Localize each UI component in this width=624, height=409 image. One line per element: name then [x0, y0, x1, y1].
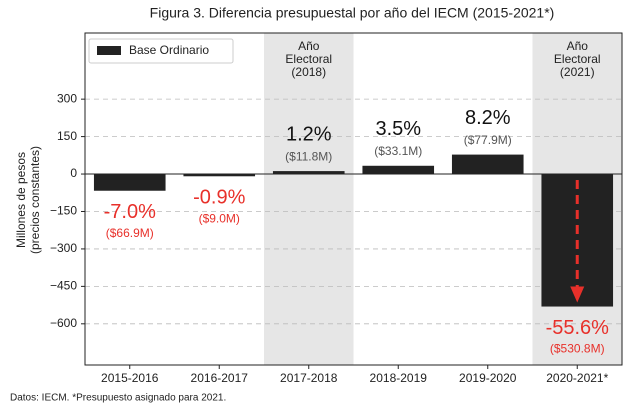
legend-label: Base Ordinario — [129, 43, 209, 57]
percent-label: 3.5% — [375, 118, 421, 140]
percent-label: 8.2% — [465, 107, 511, 129]
arrow-head — [570, 286, 585, 303]
y-tick-label: 0 — [70, 166, 77, 180]
band-label: Electoral — [285, 52, 332, 66]
x-tick-label: 2015-2016 — [101, 371, 159, 385]
bar — [272, 171, 345, 175]
legend-swatch — [97, 46, 121, 55]
shaded-band — [264, 33, 354, 365]
bar — [362, 165, 435, 175]
plot-frame — [84, 32, 623, 366]
x-tick-label: 2019-2020 — [459, 371, 517, 385]
value-label: ($9.0M) — [199, 211, 240, 225]
band-label: (2018) — [291, 65, 326, 79]
value-label: ($77.9M) — [464, 133, 512, 147]
percent-label: -0.9% — [193, 187, 245, 209]
x-tick-label: 2017-2018 — [280, 371, 338, 385]
value-label: ($66.9M) — [106, 226, 154, 240]
y-tick-label: −150 — [50, 204, 77, 218]
band-label: (2021) — [560, 65, 595, 79]
value-label: ($11.8M) — [285, 149, 332, 163]
band-label: Año — [298, 39, 320, 53]
value-label: ($530.8M) — [550, 342, 605, 356]
band-label: Electoral — [554, 52, 601, 66]
x-tick-label: 2016-2017 — [191, 371, 249, 385]
x-tick-label: 2018-2019 — [370, 371, 428, 385]
bar — [183, 174, 256, 177]
bar — [93, 174, 166, 191]
y-tick-label: 150 — [57, 129, 77, 143]
y-tick-label: −600 — [50, 316, 77, 330]
y-axis-label: Millones de pesos — [14, 152, 28, 248]
percent-label: -55.6% — [546, 317, 610, 339]
band-label: Año — [567, 39, 589, 53]
percent-label: 1.2% — [286, 123, 332, 145]
y-axis-label: (precios constantes) — [28, 146, 42, 254]
x-tick-label: 2020-2021* — [546, 371, 608, 385]
chart-title: Figura 3. Diferencia presupuestal por añ… — [150, 5, 555, 21]
percent-label: -7.0% — [104, 201, 156, 223]
y-tick-label: −300 — [50, 241, 77, 255]
y-tick-label: 300 — [57, 91, 77, 105]
bar — [451, 154, 524, 175]
value-label: ($33.1M) — [374, 144, 422, 158]
footnote: Datos: IECM. *Presupuesto asignado para … — [10, 393, 226, 404]
y-tick-label: −450 — [50, 279, 77, 293]
legend-box — [88, 38, 234, 64]
